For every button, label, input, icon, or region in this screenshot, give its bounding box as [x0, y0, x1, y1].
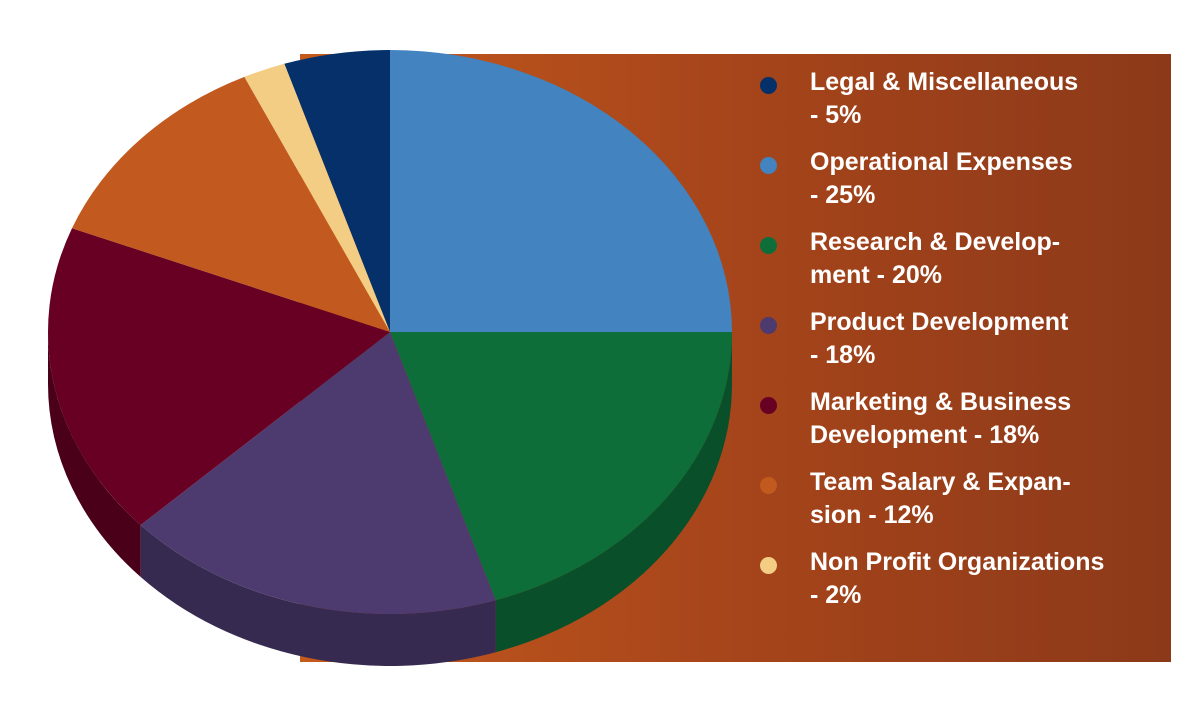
- pie-slice-7: [244, 63, 390, 332]
- pie-slice-6: [72, 76, 390, 332]
- pie-slice-4: [140, 332, 496, 614]
- legend-item: Legal & Miscellaneous - 5%: [760, 66, 1160, 132]
- legend-swatch: [760, 157, 777, 174]
- legend-label: Legal & Miscellaneous - 5%: [810, 68, 1079, 129]
- legend-label: Operational Expenses - 25%: [810, 148, 1073, 209]
- pie-slice-3: [390, 332, 732, 601]
- legend-item: Operational Expenses - 25%: [760, 146, 1160, 212]
- pie-slice-2: [390, 50, 732, 332]
- legend-item: Marketing & Business Development - 18%: [760, 386, 1160, 452]
- legend-label: Research & Develop- ment - 20%: [810, 228, 1061, 289]
- legend-item: Non Profit Organizations - 2%: [760, 546, 1160, 612]
- pie-slice-side-5: [48, 332, 141, 578]
- pie-slice-side-3: [495, 332, 732, 653]
- legend-swatch: [760, 477, 777, 494]
- legend-swatch: [760, 397, 777, 414]
- legend: Legal & Miscellaneous - 5% Operational Ex…: [760, 66, 1160, 626]
- legend-swatch: [760, 317, 777, 334]
- legend-label: Marketing & Business Development - 18%: [810, 388, 1072, 449]
- legend-label: Product Development - 18%: [810, 308, 1069, 369]
- legend-item: Team Salary & Expan- sion - 12%: [760, 466, 1160, 532]
- legend-swatch: [760, 77, 777, 94]
- legend-label: Team Salary & Expan- sion - 12%: [810, 468, 1071, 529]
- pie-slice-1: [284, 50, 390, 332]
- pie-slice-side-4: [140, 525, 496, 666]
- legend-swatch: [760, 237, 777, 254]
- legend-item: Research & Develop- ment - 20%: [760, 226, 1160, 292]
- pie-slice-5: [47, 228, 391, 526]
- legend-swatch: [760, 557, 777, 574]
- legend-item: Product Development - 18%: [760, 306, 1160, 372]
- legend-label: Non Profit Organizations - 2%: [810, 548, 1105, 609]
